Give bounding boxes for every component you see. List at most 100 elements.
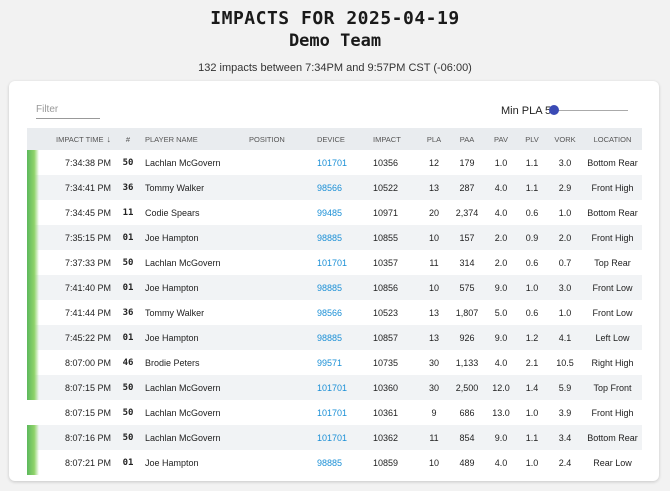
- impact-id-cell: 10362: [373, 432, 399, 443]
- pla-cell: 30: [428, 357, 439, 368]
- device-link[interactable]: 101701: [317, 432, 348, 443]
- col-paa[interactable]: PAA: [459, 134, 475, 144]
- device-link[interactable]: 98566: [317, 307, 343, 318]
- table-row[interactable]: 7:34:38 PM 50 Lachlan McGovern 101701 10356 1…: [27, 150, 642, 175]
- pla-cell: 11: [429, 432, 439, 443]
- device-cell: 101701: [313, 375, 369, 400]
- sort-down-icon[interactable]: ↓: [106, 134, 112, 144]
- table-row[interactable]: 8:07:21 PM 01 Joe Hampton 98885 10859 10 489 4.…: [27, 450, 642, 475]
- table-row[interactable]: 7:35:15 PM 01 Joe Hampton 98885 10855 10 157 2.…: [27, 225, 642, 250]
- col-label: IMPACT TIME: [55, 135, 104, 144]
- table-row[interactable]: 7:34:45 PM 11 Codie Spears 99485 10971 20 2,37…: [27, 200, 642, 225]
- pla-cell: 10: [428, 457, 439, 468]
- player-number-cell: 50: [122, 407, 134, 418]
- position-cell: [245, 150, 313, 175]
- paa-cell: 686: [459, 407, 475, 418]
- paa-cell: 2,374: [455, 207, 479, 218]
- player-name-cell: Joe Hampton: [145, 282, 199, 293]
- player-name-cell: Joe Hampton: [145, 232, 199, 243]
- device-link[interactable]: 98885: [317, 332, 343, 343]
- pla-cell: 13: [428, 182, 439, 193]
- row-indicator: [27, 250, 45, 275]
- plv-cell: 0.6: [525, 207, 539, 218]
- table-row[interactable]: 7:45:22 PM 01 Joe Hampton 98885 10857 13 926 9.…: [27, 325, 642, 350]
- min-pla-slider-thumb[interactable]: [549, 105, 559, 115]
- player-number-cell: 50: [122, 432, 134, 443]
- impact-id-cell: 10855: [373, 232, 399, 243]
- impacts-card: Min PLA 5 IMPACT TIME↓ # PLAYER NAME POS…: [9, 81, 659, 481]
- row-indicator: [27, 425, 45, 450]
- device-link[interactable]: 98885: [317, 232, 343, 243]
- plv-cell: 1.0: [525, 457, 539, 468]
- impact-bar: [27, 375, 39, 400]
- table-row[interactable]: 8:07:00 PM 46 Brodie Peters 99571 10735 30 1,1…: [27, 350, 642, 375]
- device-link[interactable]: 101701: [317, 407, 348, 418]
- location-cell: Top Rear: [594, 257, 631, 268]
- device-link[interactable]: 101701: [317, 382, 348, 393]
- device-cell: 101701: [313, 150, 369, 175]
- pav-cell: 2.0: [494, 257, 508, 268]
- player-number-cell: 01: [122, 282, 134, 293]
- device-cell: 98566: [313, 300, 369, 325]
- table-row[interactable]: 7:41:44 PM 36 Tommy Walker 98566 10523 13 1,80…: [27, 300, 642, 325]
- row-indicator: [27, 350, 45, 375]
- col-impact-time[interactable]: IMPACT TIME ↓: [45, 128, 115, 150]
- impact-id-cell: 10857: [373, 332, 399, 343]
- paa-cell: 1,807: [455, 307, 479, 318]
- col-position[interactable]: POSITION: [249, 134, 285, 144]
- device-link[interactable]: 98885: [317, 457, 343, 468]
- player-name-cell: Tommy Walker: [145, 307, 205, 318]
- pla-cell: 9: [431, 407, 437, 418]
- device-link[interactable]: 99485: [317, 207, 343, 218]
- device-link[interactable]: 101701: [317, 257, 348, 268]
- row-indicator: [27, 175, 45, 200]
- row-indicator: [27, 200, 45, 225]
- plv-cell: 1.2: [525, 332, 539, 343]
- device-link[interactable]: 98566: [317, 182, 343, 193]
- device-link[interactable]: 99571: [317, 357, 343, 368]
- player-name-cell: Tommy Walker: [145, 182, 205, 193]
- position-cell: [245, 425, 313, 450]
- col-location[interactable]: LOCATION: [593, 134, 632, 144]
- min-pla-slider-track[interactable]: [554, 110, 628, 111]
- position-cell: [245, 225, 313, 250]
- player-number-cell: 50: [122, 382, 134, 393]
- col-plv[interactable]: PLV: [525, 134, 539, 144]
- col-pav[interactable]: PAV: [494, 134, 508, 144]
- paa-cell: 314: [459, 257, 475, 268]
- player-name-cell: Lachlan McGovern: [145, 382, 221, 393]
- table-row[interactable]: 8:07:15 PM 50 Lachlan McGovern 101701 10360 3…: [27, 375, 642, 400]
- position-cell: [245, 175, 313, 200]
- player-name-cell: Lachlan McGovern: [145, 257, 221, 268]
- impact-time-cell: 8:07:00 PM: [64, 357, 111, 368]
- table-row[interactable]: 8:07:15 PM 50 Lachlan McGovern 101701 10361 9…: [27, 400, 642, 425]
- player-name-cell: Brodie Peters: [145, 357, 200, 368]
- col-number[interactable]: #: [125, 134, 131, 144]
- col-vork[interactable]: VORK: [554, 134, 576, 144]
- vork-cell: 3.4: [558, 432, 572, 443]
- impact-time-cell: 8:07:15 PM: [64, 407, 111, 418]
- vork-cell: 1.0: [558, 207, 572, 218]
- impact-time-cell: 7:34:45 PM: [64, 207, 111, 218]
- table-row[interactable]: 7:34:41 PM 36 Tommy Walker 98566 10522 13 287 4…: [27, 175, 642, 200]
- player-number-cell: 50: [122, 257, 134, 268]
- device-link[interactable]: 101701: [317, 157, 348, 168]
- col-impact[interactable]: IMPACT: [373, 134, 401, 144]
- impact-bar: [27, 175, 39, 200]
- table-row[interactable]: 7:41:40 PM 01 Joe Hampton 98885 10856 10 575 9.…: [27, 275, 642, 300]
- device-link[interactable]: 98885: [317, 282, 343, 293]
- impact-time-cell: 7:41:40 PM: [64, 282, 111, 293]
- pla-cell: 13: [428, 332, 439, 343]
- player-number-cell: 01: [122, 332, 134, 343]
- vork-cell: 1.0: [558, 307, 572, 318]
- device-cell: 101701: [313, 250, 369, 275]
- col-pla[interactable]: PLA: [426, 134, 442, 144]
- table-row[interactable]: 7:37:33 PM 50 Lachlan McGovern 101701 10357 1…: [27, 250, 642, 275]
- col-device[interactable]: DEVICE: [317, 134, 345, 144]
- col-player-name[interactable]: PLAYER NAME: [145, 134, 198, 144]
- pav-cell: 12.0: [492, 382, 510, 393]
- filter-input[interactable]: [36, 100, 100, 119]
- location-cell: Front High: [591, 407, 634, 418]
- impact-bar: [27, 350, 39, 375]
- table-row[interactable]: 8:07:16 PM 50 Lachlan McGovern 101701 10362 1…: [27, 425, 642, 450]
